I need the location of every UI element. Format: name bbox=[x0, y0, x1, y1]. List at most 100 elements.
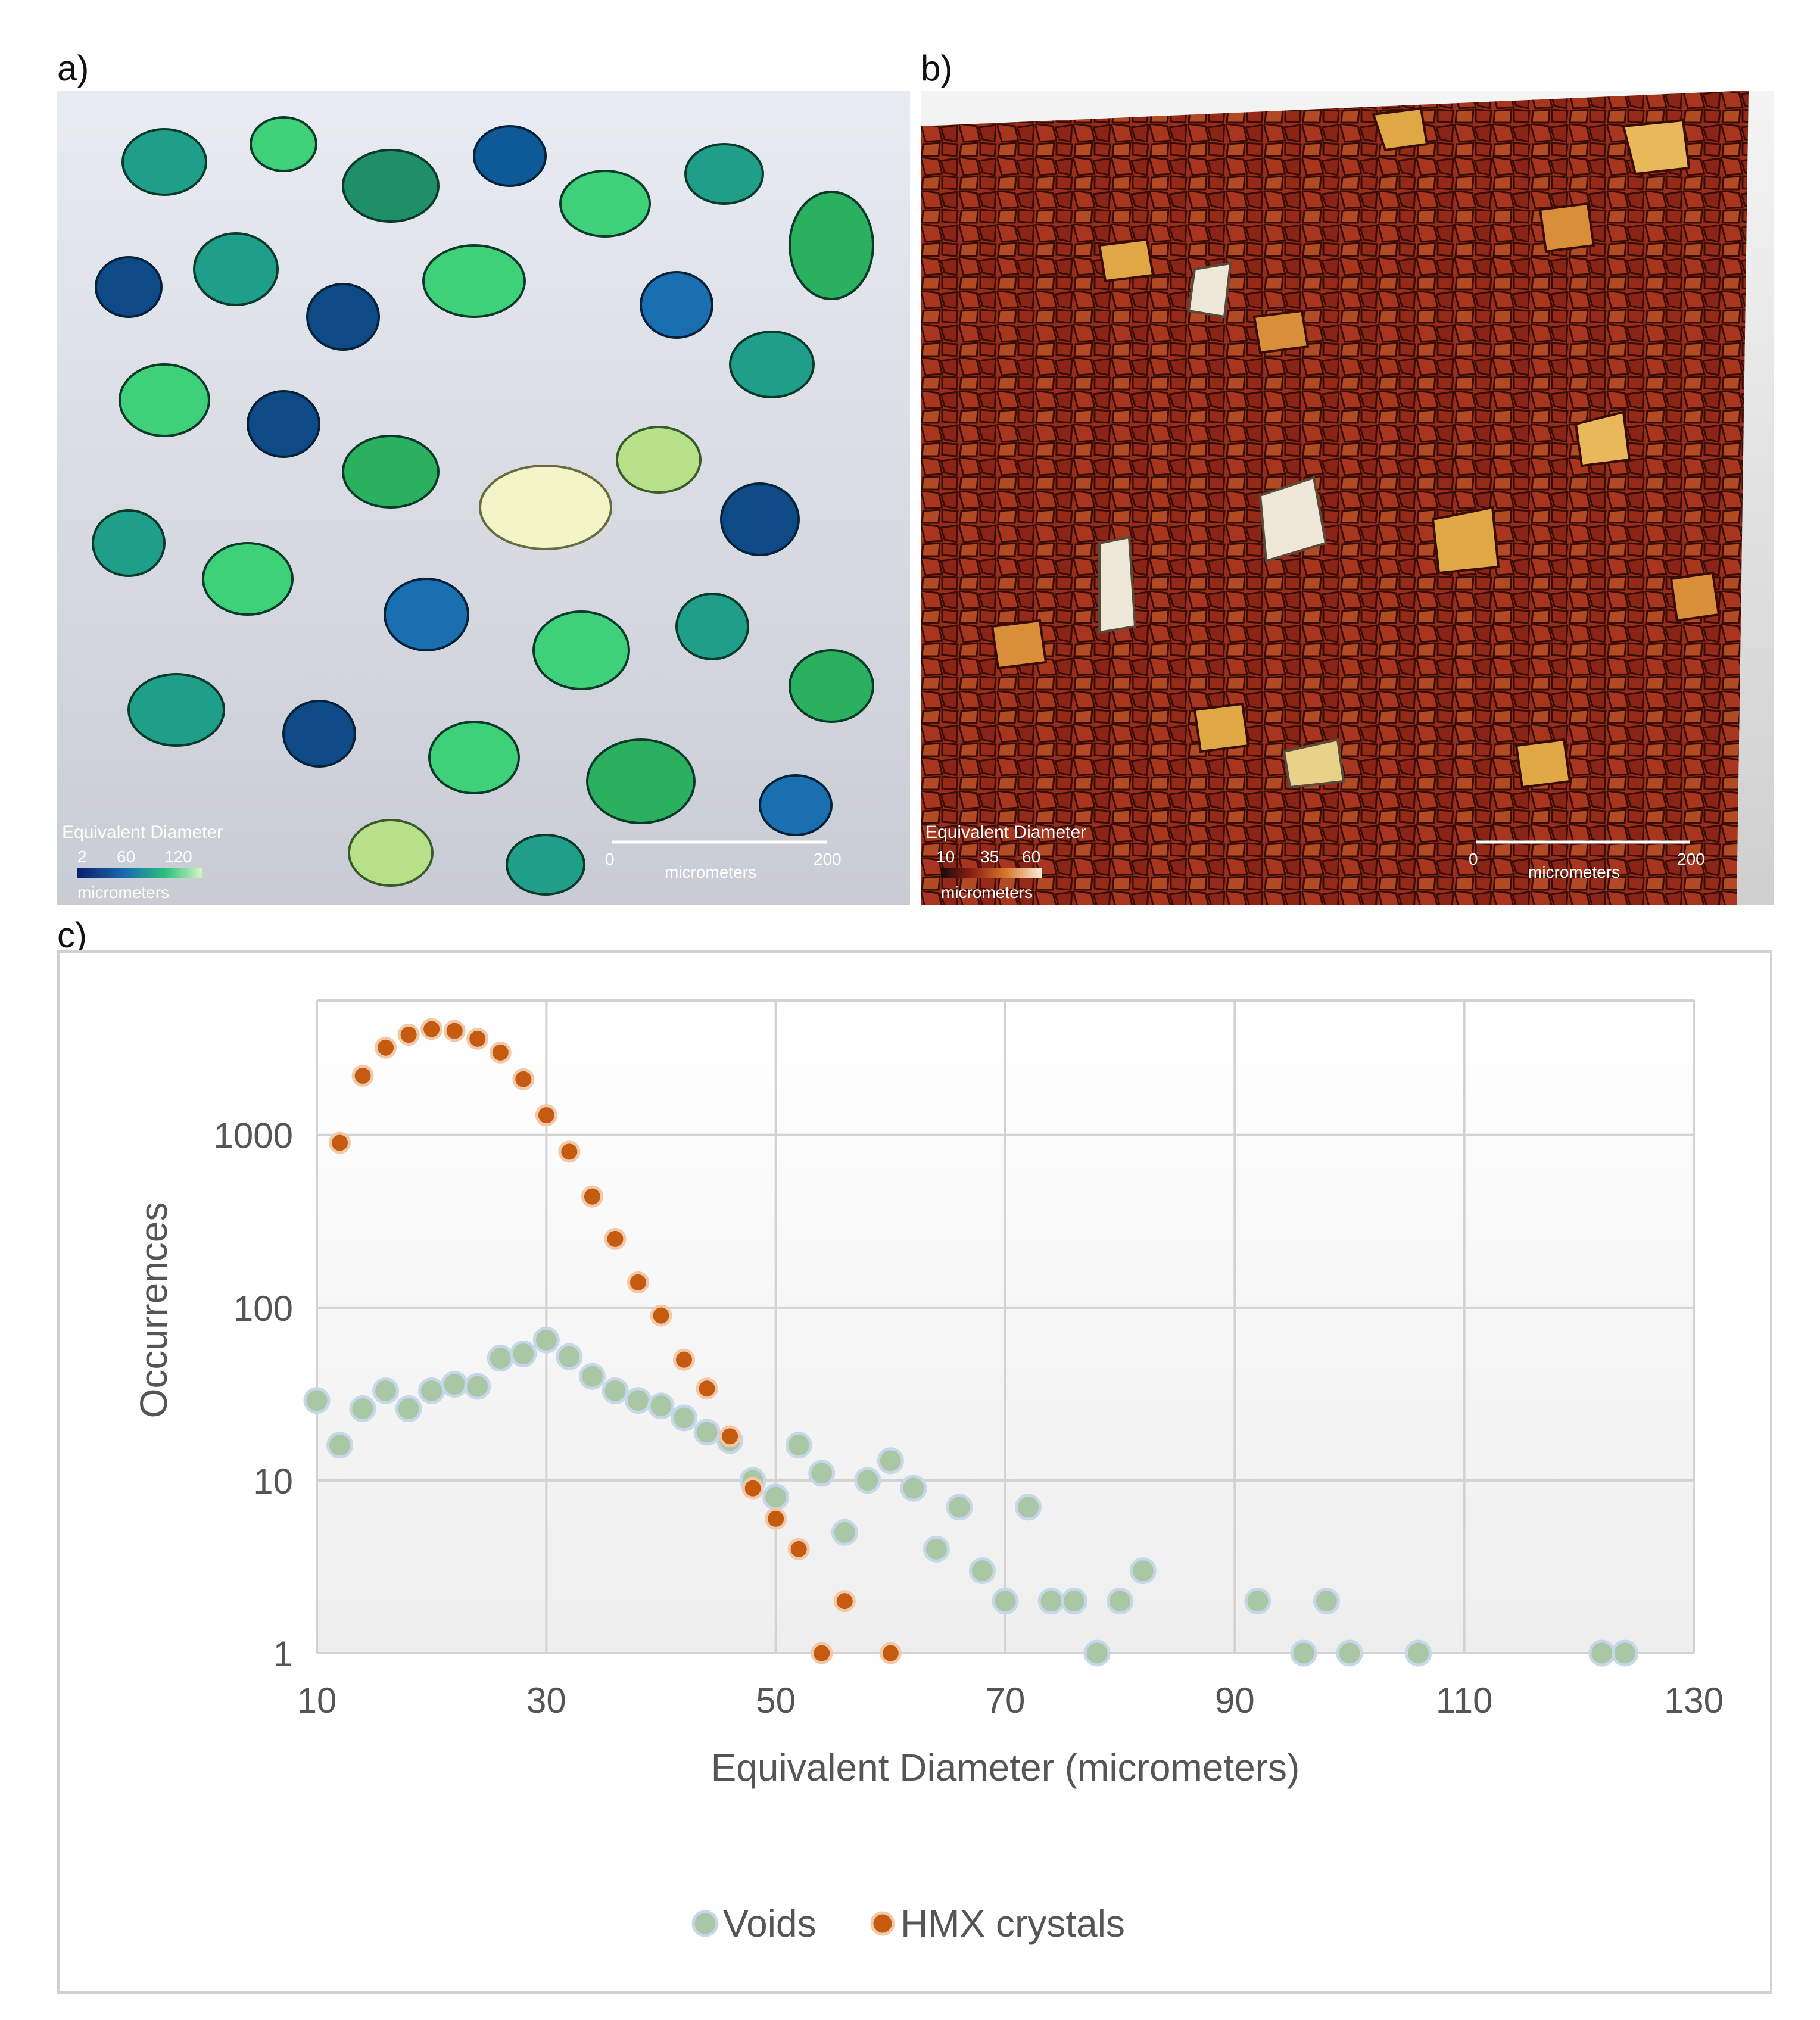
panel-a-render: Equivalent Diameter 2 60 120 micrometers… bbox=[57, 91, 910, 905]
voids-point bbox=[372, 1377, 400, 1404]
x-tick-label: 130 bbox=[1664, 1681, 1724, 1720]
hmx-point bbox=[879, 1642, 902, 1664]
voids-point bbox=[1037, 1588, 1065, 1615]
voids-point bbox=[647, 1392, 675, 1420]
voids-point bbox=[1405, 1639, 1432, 1667]
hmx-point bbox=[627, 1271, 649, 1293]
hmx-point bbox=[696, 1377, 718, 1400]
hmx-point bbox=[420, 1018, 443, 1040]
y-tick-label: 10 bbox=[253, 1461, 293, 1501]
panel-b-label: b) bbox=[921, 48, 953, 88]
scalebar-a-units: micrometers bbox=[665, 863, 756, 881]
colorbar-a-title: Equivalent Diameter bbox=[62, 822, 223, 842]
chart-frame: 10 30 50 70 90 110 130 1 10 100 1000 Equivalent D… bbox=[57, 950, 1772, 1994]
scalebar-a-end: 200 bbox=[814, 850, 842, 868]
x-tick-labels: 10 30 50 70 90 110 130 bbox=[297, 1681, 1724, 1720]
panel-a-label: a) bbox=[57, 48, 89, 88]
colorbar-a bbox=[77, 868, 202, 878]
hmx-point bbox=[787, 1538, 810, 1560]
voids-point bbox=[946, 1494, 973, 1521]
x-tick-label: 50 bbox=[756, 1681, 796, 1720]
hmx-point bbox=[535, 1104, 557, 1127]
colorbar-b-units: micrometers bbox=[941, 883, 1033, 902]
legend-marker-voids bbox=[691, 1910, 719, 1937]
x-tick-label: 110 bbox=[1436, 1681, 1493, 1720]
voids-point bbox=[1015, 1494, 1042, 1521]
voids-point bbox=[349, 1395, 376, 1423]
voids-point bbox=[624, 1387, 652, 1414]
colorbar-a-tick-1: 60 bbox=[117, 847, 135, 866]
voids-point bbox=[1313, 1588, 1340, 1615]
voids-point bbox=[441, 1371, 468, 1398]
hmx-point bbox=[329, 1131, 351, 1154]
voids-point bbox=[510, 1340, 537, 1367]
voids-point bbox=[395, 1395, 422, 1423]
series-voids bbox=[303, 1326, 1638, 1667]
voids-point bbox=[418, 1377, 445, 1404]
voids-point bbox=[326, 1432, 354, 1459]
voids-point bbox=[1129, 1557, 1157, 1585]
hmx-point bbox=[581, 1185, 603, 1208]
colorbar-b-tick-1: 35 bbox=[980, 847, 999, 866]
legend-label-voids: Voids bbox=[723, 1902, 816, 1945]
voids-point bbox=[1611, 1639, 1638, 1667]
hmx-point bbox=[512, 1068, 535, 1090]
gridlines bbox=[316, 999, 1695, 1654]
colorbar-b-tick-0: 10 bbox=[936, 847, 955, 866]
panel-c-label: c) bbox=[57, 915, 87, 955]
hmx-point bbox=[673, 1348, 696, 1371]
voids-point bbox=[532, 1326, 560, 1354]
voids-point bbox=[487, 1345, 514, 1372]
colorbar-a-tick-0: 2 bbox=[77, 847, 87, 866]
colorbar-b bbox=[941, 868, 1042, 878]
hmx-point bbox=[351, 1064, 374, 1087]
voids-point bbox=[831, 1519, 858, 1546]
hmx-point bbox=[397, 1024, 420, 1046]
y-tick-label: 1 bbox=[273, 1634, 293, 1674]
hmx-point bbox=[375, 1036, 397, 1059]
voids-point bbox=[762, 1483, 790, 1511]
y-axis-label: Occurrences bbox=[132, 1202, 175, 1419]
colorbar-a-units: micrometers bbox=[77, 883, 169, 902]
hmx-point bbox=[765, 1507, 787, 1530]
voids-point bbox=[1244, 1588, 1271, 1615]
voids-point bbox=[1290, 1639, 1317, 1667]
voids-point bbox=[877, 1447, 904, 1475]
hmx-point bbox=[719, 1425, 741, 1448]
hmx-point bbox=[650, 1304, 672, 1327]
voids-point bbox=[1061, 1588, 1088, 1615]
panel-b-render: Equivalent Diameter 10 35 60 micrometers… bbox=[921, 91, 1774, 905]
legend-label-hmx: HMX crystals bbox=[900, 1902, 1125, 1945]
voids-point bbox=[808, 1460, 836, 1487]
hmx-point bbox=[604, 1227, 627, 1250]
voids-point bbox=[1083, 1639, 1111, 1667]
scalebar-b-start: 0 bbox=[1469, 850, 1478, 868]
colorbar-b-tick-2: 60 bbox=[1022, 847, 1040, 866]
hmx-point bbox=[558, 1140, 581, 1163]
voids-point bbox=[1588, 1639, 1616, 1667]
voids-point bbox=[900, 1475, 927, 1502]
colorbar-b-title: Equivalent Diameter bbox=[925, 822, 1086, 842]
x-tick-label: 30 bbox=[526, 1681, 566, 1720]
legend-marker-hmx bbox=[870, 1911, 895, 1936]
voids-point bbox=[785, 1432, 812, 1459]
x-tick-label: 70 bbox=[986, 1681, 1026, 1720]
scalebar-a-start: 0 bbox=[605, 850, 615, 868]
hmx-point bbox=[443, 1020, 466, 1042]
large-crystals bbox=[990, 107, 1721, 789]
voids-point bbox=[464, 1373, 491, 1400]
void-particles bbox=[92, 116, 874, 896]
x-tick-label: 10 bbox=[297, 1681, 337, 1720]
hmx-point bbox=[833, 1590, 856, 1613]
legend: Voids HMX crystals bbox=[691, 1902, 1125, 1945]
hmx-point bbox=[811, 1642, 833, 1664]
crystal-block bbox=[921, 91, 1749, 905]
y-tick-label: 100 bbox=[233, 1289, 293, 1329]
voids-point bbox=[602, 1377, 629, 1404]
voids-point bbox=[556, 1343, 583, 1370]
hmx-point bbox=[741, 1477, 764, 1500]
hmx-point bbox=[489, 1041, 512, 1064]
voids-point bbox=[578, 1363, 606, 1390]
x-tick-label: 90 bbox=[1215, 1681, 1255, 1720]
